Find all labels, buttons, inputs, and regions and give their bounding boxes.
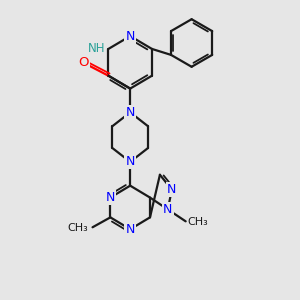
Text: N: N [125, 155, 135, 168]
Text: CH₃: CH₃ [188, 217, 208, 227]
Text: N: N [163, 203, 172, 216]
Text: NH: NH [88, 42, 105, 56]
Text: O: O [78, 56, 89, 69]
Text: N: N [106, 191, 115, 204]
Text: N: N [125, 223, 135, 236]
Text: CH₃: CH₃ [68, 223, 88, 233]
Text: N: N [167, 183, 176, 196]
Text: N: N [125, 30, 135, 43]
Text: N: N [125, 106, 135, 119]
